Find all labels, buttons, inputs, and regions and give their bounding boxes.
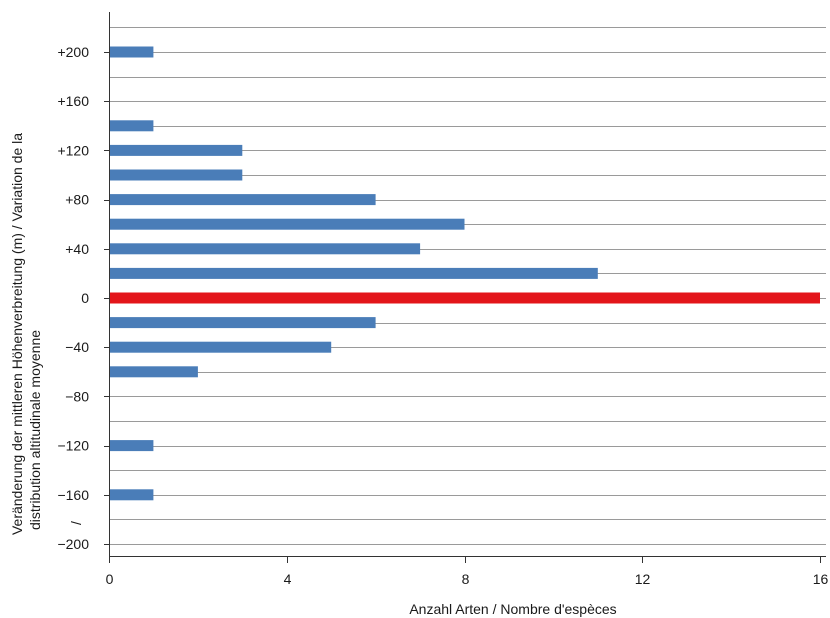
y-tick-label: +120 [57, 142, 89, 158]
y-axis-title-slash: / [68, 521, 84, 525]
bar-highlight [109, 292, 820, 304]
x-tick-label: 16 [813, 571, 829, 587]
y-tick-label: 0 [81, 290, 89, 306]
bar [109, 440, 154, 452]
bar [109, 144, 243, 156]
axes [104, 12, 826, 560]
bar [109, 194, 376, 206]
bar [109, 267, 598, 279]
x-tick-labels: 0 4 8 12 16 [106, 556, 829, 587]
gridlines [109, 27, 826, 545]
bar [109, 489, 154, 501]
bar [109, 218, 465, 230]
y-tick-label: −120 [57, 438, 89, 454]
y-tick-label: +160 [57, 93, 89, 109]
x-axis-title: Anzahl Arten / Nombre d'espèces [409, 601, 616, 617]
bar [109, 120, 154, 132]
x-tick-label: 0 [106, 571, 114, 587]
bar [109, 169, 243, 181]
y-tick-label: −40 [65, 339, 89, 355]
bar [109, 46, 154, 58]
x-tick-label: 8 [462, 571, 470, 587]
y-tick-label: +200 [57, 44, 89, 60]
y-tick-label: +40 [65, 241, 89, 257]
bar [109, 341, 332, 353]
y-tick-label: −200 [57, 536, 89, 552]
bars [109, 46, 820, 501]
bar [109, 366, 198, 378]
bar [109, 243, 421, 255]
y-tick-labels: +200 +160 +120 +80 +40 0 −40 −80 −120 −160 −200 [57, 44, 89, 552]
bar [109, 317, 376, 329]
x-tick-label: 4 [284, 571, 292, 587]
x-tick-label: 12 [635, 571, 651, 587]
y-tick-label: −80 [65, 388, 89, 404]
y-tick-label: +80 [65, 192, 89, 208]
y-axis-title-line-1: Veränderung der mittleren Höhenverbreitu… [9, 133, 25, 535]
y-tick-label: −160 [57, 487, 89, 503]
y-axis-title-line-2: distribution altitudinale moyenne [27, 330, 43, 530]
